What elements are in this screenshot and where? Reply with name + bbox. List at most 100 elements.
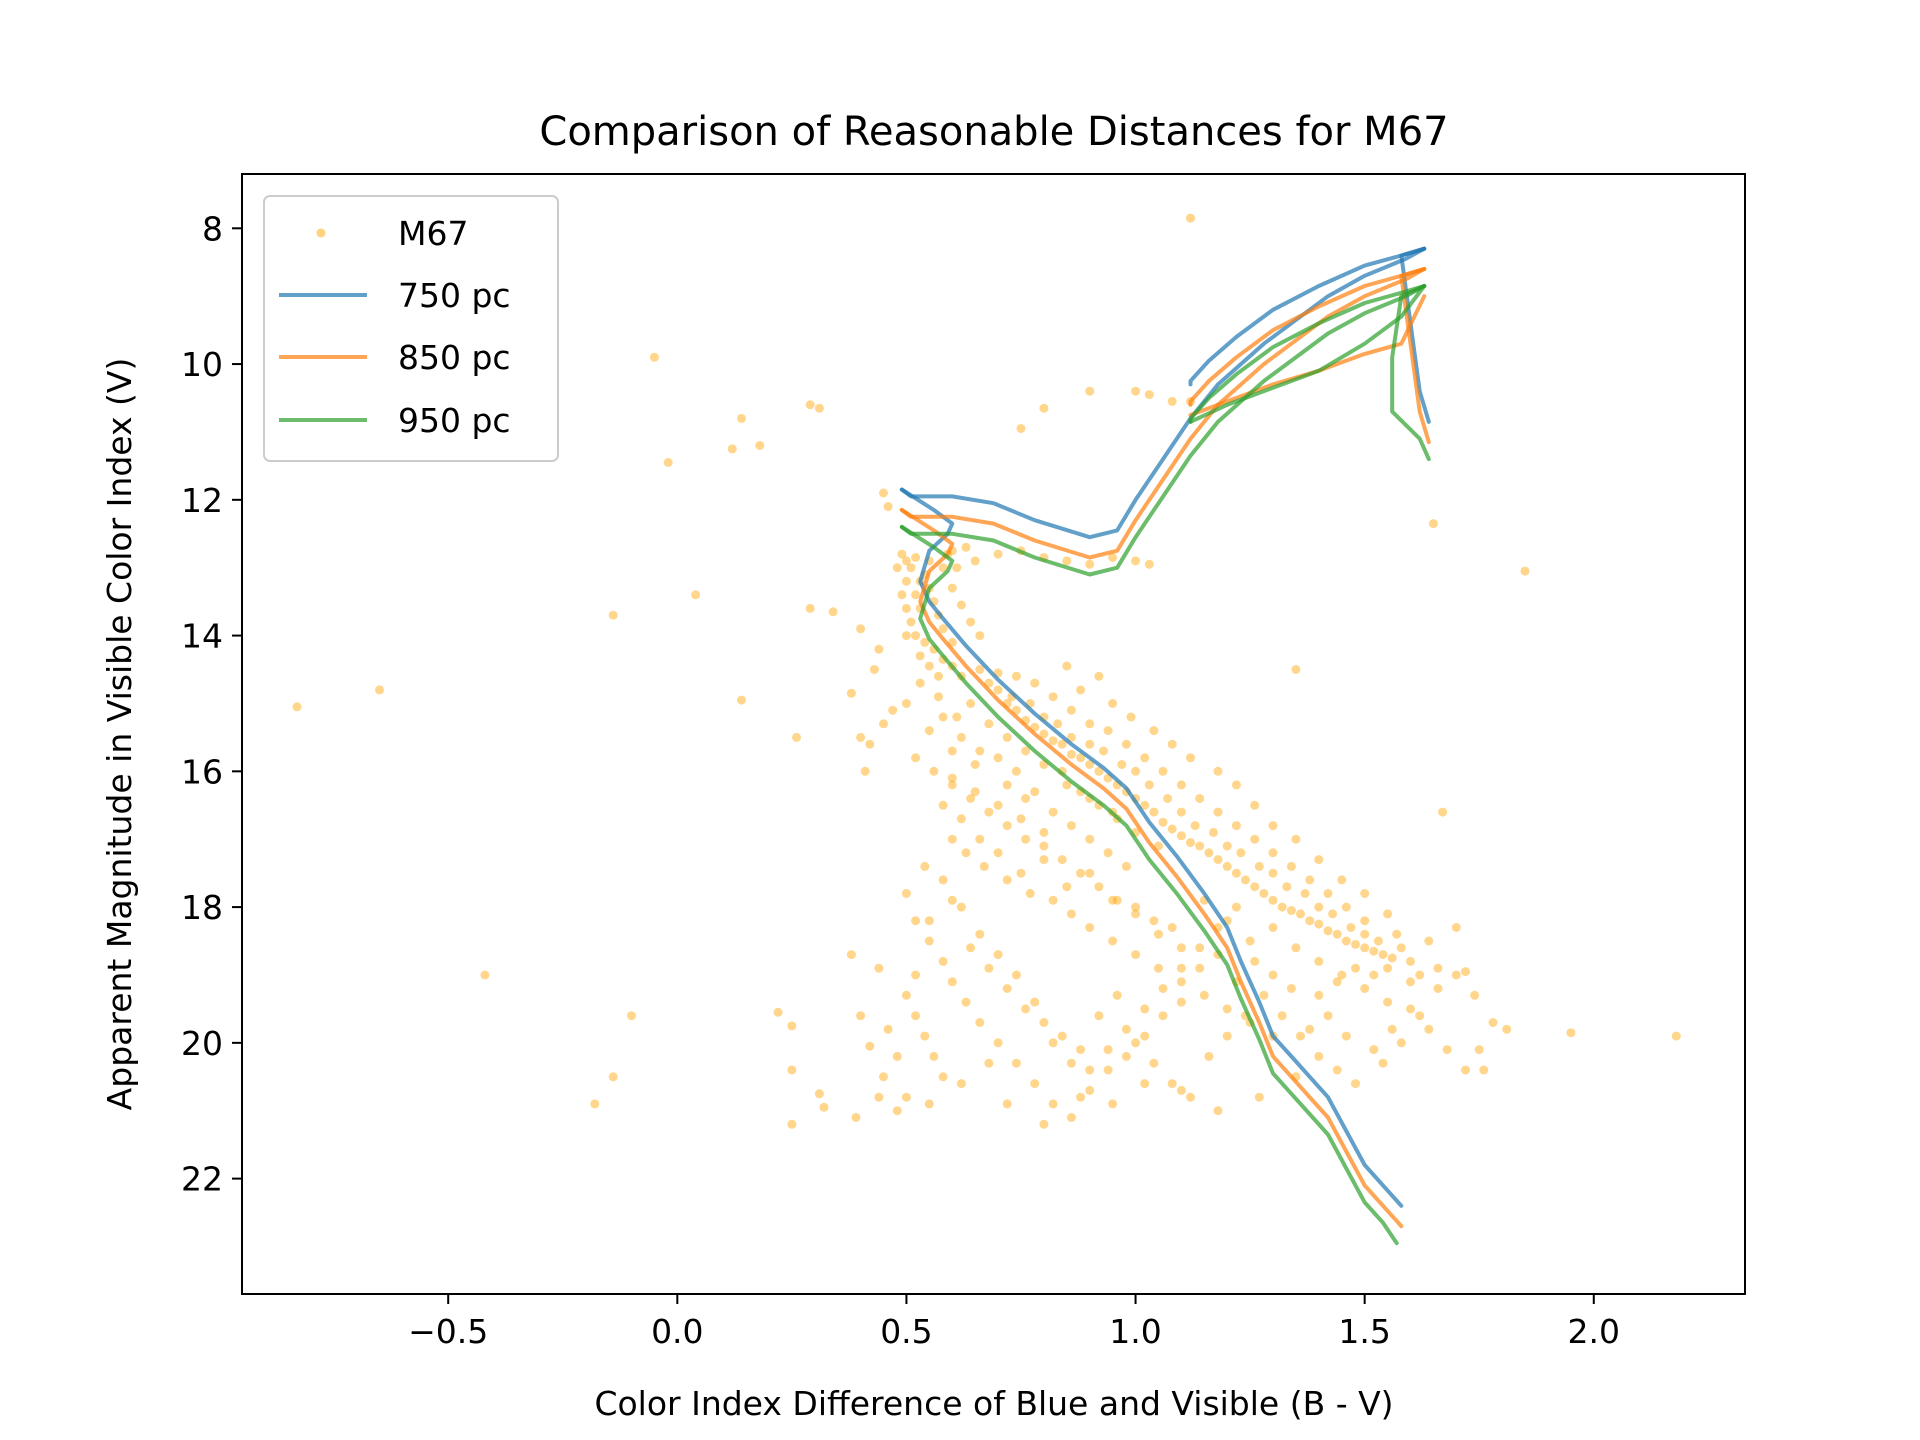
- scatter-point: [901, 1092, 911, 1102]
- scatter-point: [1103, 726, 1113, 736]
- scatter-point: [874, 1092, 884, 1102]
- scatter-point: [608, 610, 618, 620]
- scatter-point: [1158, 984, 1168, 993]
- x-tick-label: 1.5: [1338, 1312, 1390, 1351]
- scatter-point: [1268, 970, 1278, 980]
- scatter-point: [911, 970, 921, 980]
- scatter-point: [292, 702, 302, 712]
- scatter-point: [727, 444, 737, 454]
- scatter-point: [1341, 1031, 1351, 1041]
- scatter-point: [1176, 977, 1186, 987]
- scatter-point: [1383, 963, 1393, 973]
- scatter-point: [1163, 794, 1173, 803]
- scatter-point: [1231, 780, 1241, 790]
- y-tick-label: 18: [181, 888, 223, 927]
- scatter-point: [1094, 766, 1104, 776]
- scatter-point: [938, 956, 948, 966]
- scatter-point: [1076, 685, 1086, 695]
- scatter-point: [1305, 1024, 1315, 1034]
- scatter-point: [1167, 824, 1177, 834]
- scatter-point: [1213, 766, 1223, 776]
- scatter-point: [993, 1038, 1003, 1048]
- scatter-point: [1158, 1011, 1168, 1021]
- scatter-point: [1011, 970, 1021, 980]
- scatter-point: [1305, 875, 1315, 885]
- scatter-point: [966, 617, 976, 627]
- series-line-750-pc: [1188, 246, 1427, 387]
- scatter-point: [1222, 1004, 1232, 1014]
- y-axis-label: Apparent Magnitude in Visible Color Inde…: [100, 358, 139, 1111]
- legend-label-m67: M67: [398, 214, 468, 253]
- scatter-point: [897, 549, 907, 559]
- scatter-point: [1030, 1079, 1040, 1089]
- scatter-point: [1479, 1065, 1489, 1075]
- scatter-point: [1291, 834, 1301, 844]
- scatter-point: [608, 1072, 618, 1082]
- scatter-point: [1094, 671, 1104, 681]
- scatter-point: [1144, 559, 1154, 569]
- scatter-point: [938, 875, 948, 885]
- scatter-point: [1002, 732, 1012, 742]
- scatter-point: [961, 997, 971, 1007]
- scatter-point: [1076, 1092, 1086, 1102]
- lines-layer: [899, 246, 1431, 1246]
- scatter-point: [787, 1119, 797, 1129]
- scatter-point: [915, 678, 925, 688]
- y-tick-label: 20: [181, 1024, 223, 1063]
- scatter-point: [1131, 386, 1141, 396]
- scatter-point: [846, 950, 856, 960]
- scatter-point: [1062, 556, 1072, 566]
- scatter-point: [1451, 970, 1461, 980]
- scatter-point: [952, 563, 962, 573]
- scatter-point: [901, 699, 911, 708]
- scatter-point: [1094, 882, 1104, 892]
- scatter-point: [1039, 1119, 1049, 1129]
- scatter-point: [1030, 997, 1040, 1007]
- scatter-point: [814, 403, 824, 413]
- scatter-point: [947, 583, 957, 593]
- chart-title: Comparison of Reasonable Distances for M…: [539, 109, 1448, 155]
- scatter-point: [1378, 1058, 1388, 1068]
- scatter-point: [1222, 841, 1232, 851]
- scatter-point: [993, 753, 1003, 763]
- scatter-point: [1387, 1024, 1397, 1034]
- scatter-point: [1424, 1024, 1434, 1034]
- scatter-point: [1314, 990, 1324, 1000]
- scatter-point: [1030, 678, 1040, 688]
- scatter-point: [1195, 794, 1205, 803]
- scatter-point: [1314, 1051, 1324, 1061]
- scatter-point: [924, 916, 934, 926]
- scatter-point: [1103, 1045, 1113, 1055]
- scatter-point: [1062, 661, 1072, 671]
- scatter-point: [970, 556, 980, 566]
- scatter-point: [1314, 919, 1324, 929]
- scatter-point: [952, 712, 962, 722]
- legend-label-850: 850 pc: [398, 338, 511, 377]
- scatter-point: [375, 685, 384, 695]
- scatter-point: [1470, 990, 1480, 1000]
- scatter-point: [1383, 997, 1393, 1007]
- scatter-point: [934, 671, 943, 681]
- scatter-point: [856, 732, 866, 742]
- scatter-point: [1002, 1099, 1012, 1109]
- scatter-point: [1121, 739, 1131, 749]
- scatter-point: [1048, 1099, 1058, 1109]
- scatter-point: [1332, 977, 1342, 987]
- scatter-point: [1360, 943, 1370, 953]
- scatter-point: [1085, 719, 1095, 729]
- scatter-point: [1144, 390, 1154, 400]
- scatter-point: [947, 780, 957, 790]
- scatter-point: [911, 553, 921, 562]
- scatter-point: [1066, 821, 1076, 831]
- scatter-point: [1360, 984, 1370, 993]
- scatter-point: [1369, 970, 1379, 980]
- scatter-point: [1241, 875, 1250, 885]
- scatter-point: [1222, 1031, 1232, 1041]
- scatter-point: [805, 603, 815, 613]
- scatter-point: [1131, 950, 1141, 960]
- scatter-point: [1373, 936, 1383, 946]
- scatter-point: [975, 746, 985, 756]
- scatter-point: [1341, 936, 1351, 946]
- scatter-point: [1286, 984, 1296, 993]
- scatter-point: [993, 800, 1003, 810]
